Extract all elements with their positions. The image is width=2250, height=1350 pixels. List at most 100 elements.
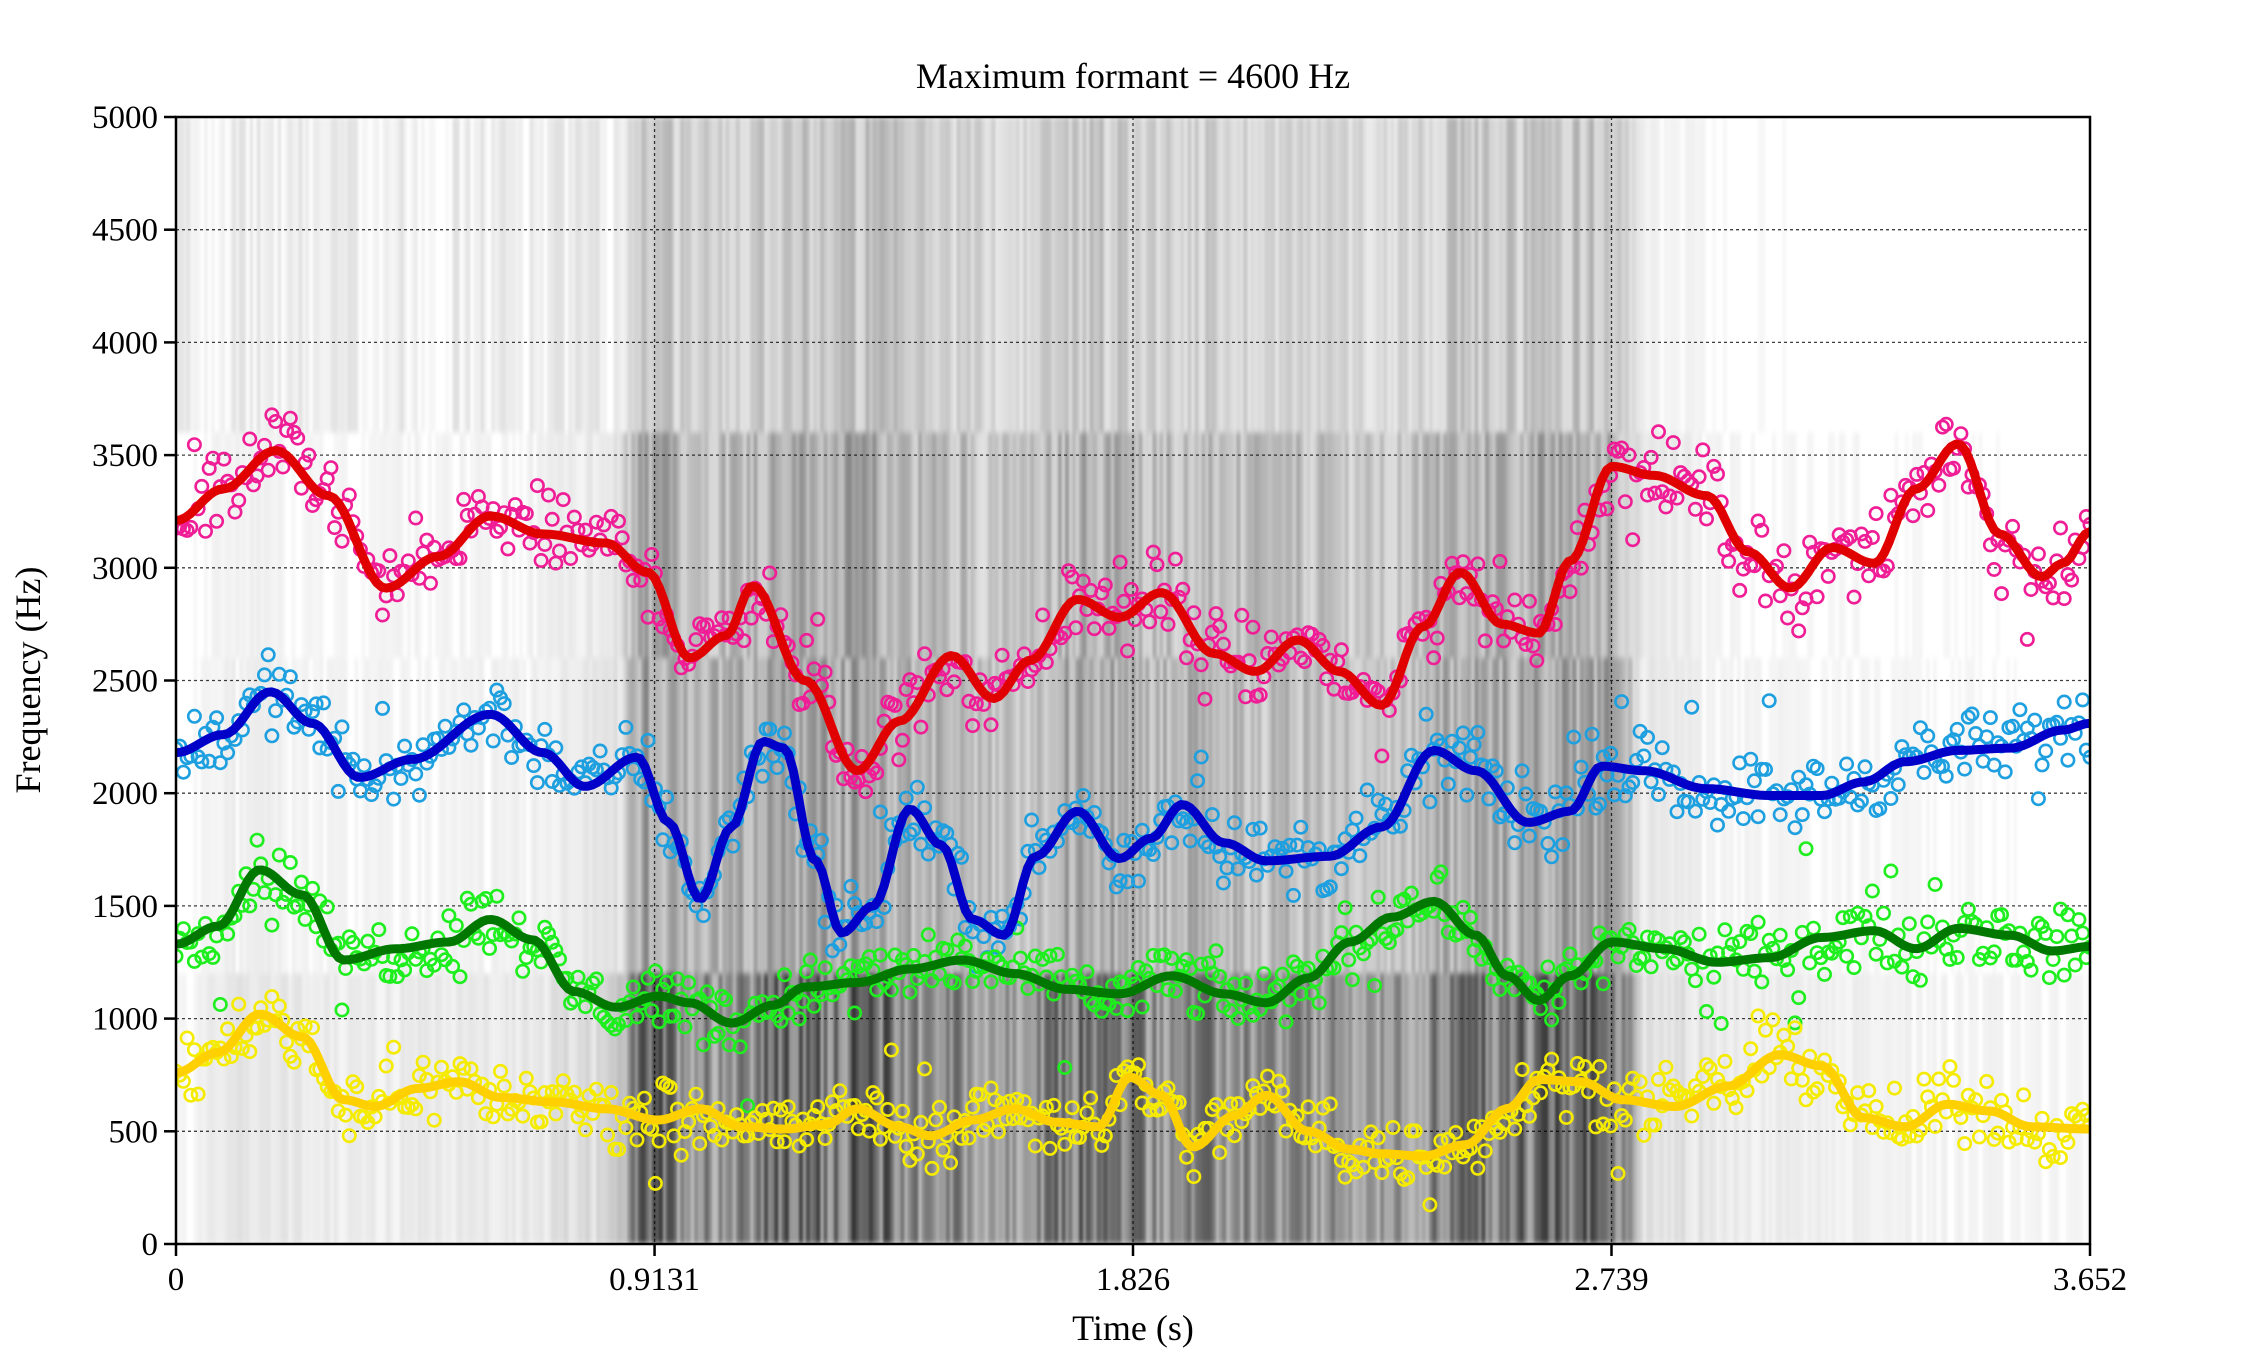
spectrogram-column [1373,973,1377,1244]
spectrogram-column [463,973,467,1244]
spectrogram-column [382,658,387,974]
spectrogram-column [760,658,765,974]
spectrogram-column [183,973,187,1244]
formant-point [2056,694,2072,710]
spectrogram-column [1453,117,1458,433]
formant-point [1433,864,1449,880]
spectrogram-column [858,658,863,974]
formant-point [540,926,556,942]
formant-point [1957,761,1973,777]
formant-point [740,1098,756,1114]
formant-point [563,550,579,566]
spectrogram-column [1411,658,1416,974]
spectrogram-column [1569,658,1573,974]
formant-point [1573,560,1589,576]
spectrogram-column [1709,432,1713,658]
spectrogram-column [1289,432,1293,658]
spectrogram-column [1201,973,1206,1244]
formant-point [393,770,409,786]
y-tick-label: 1500 [92,889,158,925]
spectrogram-column [1194,973,1199,1244]
formant-point [909,779,925,795]
formant-point [1311,995,1327,1011]
spectrogram-column [1436,658,1440,974]
spectrogram-column [932,432,936,658]
spectrogram-column [1289,658,1293,974]
formant-point [2056,591,2072,607]
spectrogram-column [918,117,922,433]
spectrogram-column [1187,973,1192,1244]
spectrogram-column [474,433,478,658]
formant-point [1794,807,1810,823]
formant-point [1953,1110,1969,1126]
spectrogram-column [928,658,933,974]
spectrogram-column [1275,658,1279,974]
formant-point [577,999,593,1015]
spectrogram-column [1453,432,1458,658]
spectrogram-column [1485,432,1489,658]
formant-point [1684,699,1700,715]
spectrogram-column [232,433,236,658]
spectrogram-column [487,432,492,658]
spectrogram-column [1579,658,1584,974]
spectrogram-column [648,973,653,1244]
spectrogram-column [354,658,359,974]
spectrogram-column [438,658,443,974]
spectrogram-column [1859,658,1864,974]
formant-point [2019,631,2035,647]
spectrogram-column [522,658,527,974]
spectrogram-column [1285,658,1290,974]
formant-point [2060,1135,2076,1151]
formant-point [533,552,549,568]
spectrogram-column [1572,973,1577,1244]
spectrogram-column [925,658,929,974]
spectrogram-column [1786,658,1790,974]
formant-point [249,832,265,848]
spectrogram-column [267,658,271,974]
spectrogram-column [1275,432,1279,658]
formant-point [1521,828,1537,844]
spectrogram-column [1891,973,1895,1244]
spectrogram-column [949,117,954,433]
spectrogram-column [1124,117,1129,433]
y-tick-label: 5000 [92,100,158,136]
formant-1-track [176,439,2090,775]
spectrogram-column [1191,973,1195,1244]
formant-point [1864,883,1880,899]
spectrogram-column [253,658,257,974]
chart-title: Maximum formant = 4600 Hz [916,56,1350,96]
spectrogram-column [246,658,250,974]
formant-point [2023,962,2039,978]
formant-3-track [176,865,2090,1028]
spectrogram-column [176,117,180,433]
spectrogram-column [1415,658,1419,974]
spectrogram-column [1327,117,1332,433]
spectrogram-column [1569,973,1573,1244]
formant-point [610,1141,626,1157]
spectrogram-column [246,973,250,1244]
spectrogram-column [1558,432,1563,658]
spectrogram-column [603,658,607,974]
spectrogram-column [323,973,327,1244]
spectrogram-column [1632,973,1636,1244]
spectrogram-column [610,658,614,974]
spectrogram-column [1705,432,1710,658]
formant-point [1772,807,1788,823]
formant-point [647,963,663,979]
formant-point [1713,1015,1729,1031]
formant-point [1566,729,1582,745]
spectrogram-column [1159,117,1164,433]
spectrogram-column [1306,658,1311,974]
spectrogram-column [316,973,320,1244]
spectrogram-column [1800,658,1804,974]
spectrogram-column [515,117,520,433]
formant-point [1300,1099,1316,1115]
formant-point [817,664,833,680]
formant-point [610,513,626,529]
formant-point [1588,1119,1604,1135]
formant-point [725,838,741,854]
spectrogram-column [1261,658,1265,974]
spectrogram-column [449,973,453,1244]
spectrogram-column [1674,117,1678,433]
spectrogram-column [809,432,814,658]
